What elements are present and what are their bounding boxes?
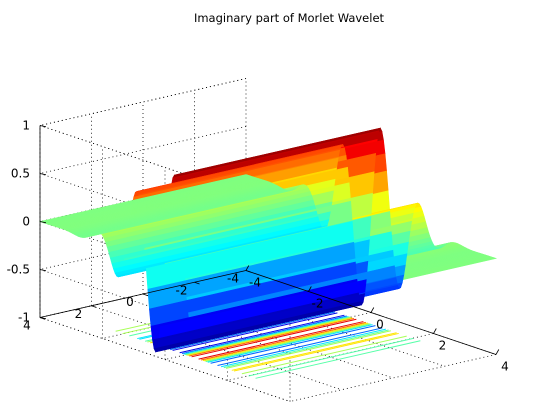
z-tick-label: -1	[18, 311, 30, 325]
z-tick-label: 0	[22, 215, 30, 229]
z-tick-mark	[39, 221, 47, 224]
y-tick-mark	[39, 317, 46, 320]
x-tick-mark	[245, 265, 250, 271]
contour-line	[255, 340, 421, 379]
z-tick-mark	[39, 125, 47, 128]
y-tick-label: 4	[23, 319, 31, 333]
contour-line	[207, 324, 373, 363]
x-tick-label: -4	[249, 276, 261, 290]
chart-title: Imaginary part of Morlet Wavelet	[194, 11, 385, 25]
contour-line	[189, 317, 355, 357]
contour-line	[191, 318, 357, 358]
contour-line	[223, 329, 389, 369]
contour-line	[248, 337, 414, 377]
axis-tick-labels: -1 -0.5 0 0.5 1 -4 -2 0 2 4 -4 -2 0 2 4	[7, 119, 509, 374]
grid-line-z-back-left	[39, 222, 247, 270]
contour-line	[187, 317, 353, 356]
y-tick-mark	[245, 270, 252, 273]
x-tick-mark	[308, 286, 312, 292]
contour-line	[184, 316, 351, 356]
y-tick-label: -2	[176, 283, 188, 297]
contour-line	[210, 325, 376, 364]
surface-strip	[82, 190, 290, 238]
surface-strip	[155, 301, 364, 353]
x-tick-label: 0	[376, 318, 384, 332]
z-tick-label: -0.5	[7, 263, 30, 277]
contour-line	[231, 332, 397, 371]
x-tick-label: -2	[312, 297, 324, 311]
z-tick-mark	[39, 269, 47, 272]
box-edge-top-left	[39, 78, 247, 126]
y-tick-label: 0	[126, 295, 134, 309]
contour-line	[225, 330, 391, 369]
z-tick-label: 1	[22, 119, 30, 133]
front-box-axes	[39, 125, 500, 355]
y-tick-label: 2	[75, 307, 83, 321]
contour-line	[185, 316, 352, 356]
contour-line	[217, 327, 383, 366]
contour-line	[198, 321, 364, 360]
contour-line	[233, 332, 399, 372]
contour-line	[205, 323, 371, 363]
x-tick-mark	[495, 349, 500, 355]
contour-line	[172, 312, 338, 351]
contour-line	[204, 323, 370, 362]
contour-line	[202, 322, 368, 362]
contour-line	[200, 321, 366, 361]
x-tick-label: 2	[439, 339, 447, 353]
y-tick-mark	[91, 305, 97, 308]
contour-line	[170, 311, 336, 351]
contour-line	[181, 315, 347, 355]
contour-line	[220, 328, 386, 368]
x-tick-label: 4	[501, 360, 509, 374]
grid-line-z-back-left	[39, 126, 247, 174]
y-tick-mark	[194, 281, 200, 285]
surface-mesh	[38, 127, 498, 353]
grid-line-x-floor	[289, 354, 497, 402]
contour-line	[179, 314, 345, 354]
x-tick-mark	[433, 328, 437, 334]
contour-line	[241, 335, 407, 375]
y-tick-label: -4	[227, 272, 239, 286]
x-tick-mark	[370, 307, 375, 313]
y-tick-mark	[142, 293, 149, 297]
contour-line	[183, 316, 349, 355]
z-tick-mark	[39, 173, 47, 176]
z-tick-label: 0.5	[11, 167, 30, 181]
